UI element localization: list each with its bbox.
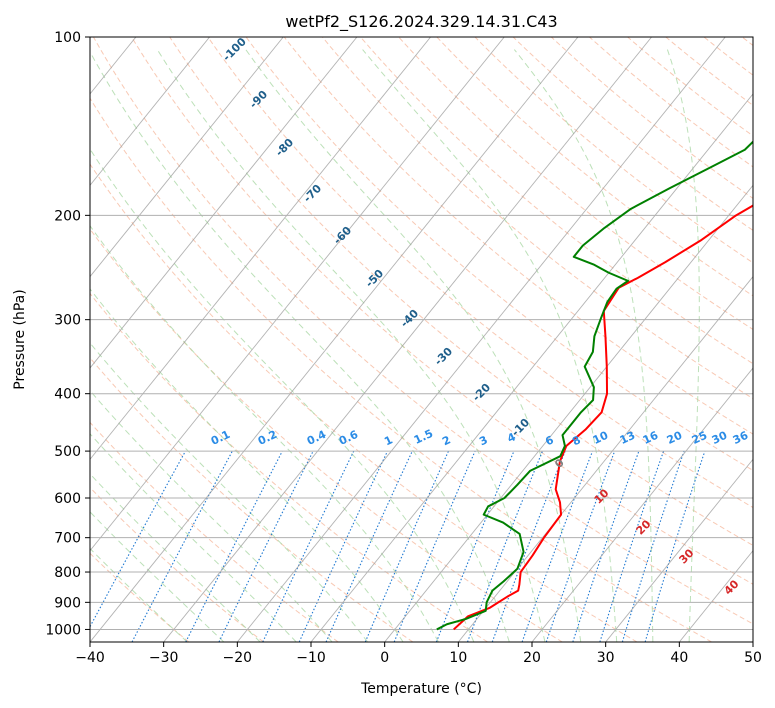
isotherm-line: [236, 37, 726, 642]
moist-adiabat-line: [90, 224, 439, 642]
moist-adiabat-line: [90, 50, 510, 642]
isotherm-line: [310, 93, 753, 642]
y-tick-label: 1000: [45, 622, 81, 638]
moist-adiabat-line: [666, 49, 700, 642]
moist-adiabat-line: [362, 49, 618, 642]
dry-adiabat-line: [90, 357, 414, 642]
x-tick-label: 0: [380, 650, 389, 666]
isotherm-line: [90, 37, 505, 552]
isotherm-line: [90, 37, 431, 461]
mixing-ratio-label: 36: [731, 429, 751, 447]
dry-adiabat-line: [207, 37, 753, 509]
moist-adiabat-line: [90, 342, 369, 642]
y-tick-label: 200: [54, 208, 81, 224]
x-tick-label: 10: [449, 650, 467, 666]
profile-curves: [436, 140, 753, 631]
y-axis-label: Pressure (hPa): [12, 289, 28, 389]
mixing-ratio-label: 16: [641, 429, 661, 447]
dry-adiabat-line: [92, 37, 753, 625]
x-tick-label: 30: [597, 650, 615, 666]
y-tick-label: 400: [54, 387, 81, 403]
dry-adiabat-line: [90, 421, 339, 642]
x-tick-label: 40: [670, 650, 688, 666]
mixing-ratio-line: [185, 450, 283, 642]
x-axis-label: Temperature (°C): [360, 681, 482, 697]
x-tick-label: −40: [75, 650, 105, 666]
moist-adiabat-line: [90, 148, 475, 642]
isotherm-line: [90, 37, 579, 642]
mixing-ratio-line: [393, 450, 476, 642]
plot-frame: [89, 36, 754, 643]
x-tick-label: 20: [523, 650, 541, 666]
x-tick-label: −20: [223, 650, 253, 666]
background-lines: [90, 37, 753, 642]
dry-adiabat-line: [360, 37, 753, 365]
isotherm-line: [90, 37, 210, 187]
isotherm-line: [163, 37, 652, 642]
axes: −40 −30 −20 −10 0 10 20 30 40 50 1000 900 800 700 600 5…: [45, 30, 762, 666]
dry-adiabat-line: [589, 37, 753, 168]
isotherm-line: [90, 37, 284, 278]
dry-adiabat-line: [90, 97, 712, 642]
dry-adiabat-line: [131, 37, 753, 585]
mixing-ratio-line: [466, 450, 544, 642]
isotherm-line: [90, 37, 358, 369]
x-tick-label: 50: [744, 650, 762, 666]
isotherm-line: [384, 184, 753, 642]
mixing-ratio-label: 10: [591, 429, 611, 447]
moist-adiabat-line: [245, 49, 582, 642]
y-tick-label: 100: [54, 30, 81, 46]
dry-adiabat-line: [512, 37, 753, 231]
y-tick-label: 300: [54, 313, 81, 329]
dry-adiabat-line: [321, 37, 753, 400]
dewpoint-line: [436, 140, 753, 631]
mixing-ratio-line: [572, 450, 640, 642]
mixing-ratio-label: 13: [618, 429, 637, 447]
isotherm-line: [605, 458, 753, 642]
isotherm-line: [457, 275, 753, 642]
temperature-line: [453, 204, 753, 631]
moist-adiabat-line: [90, 288, 404, 642]
isotherm-line: [531, 367, 753, 642]
x-tick-label: −30: [149, 650, 179, 666]
mixing-ratio-line: [491, 450, 566, 642]
mixing-ratio-line: [262, 450, 355, 642]
moist-adiabat-line: [90, 389, 333, 642]
moist-adiabat-line: [90, 433, 297, 642]
y-tick-label: 500: [54, 444, 81, 460]
mixing-ratio-line: [218, 450, 314, 642]
mixing-ratio-line: [435, 450, 515, 642]
x-tick-label: −10: [296, 650, 326, 666]
mixing-ratio-label: 25: [690, 429, 709, 447]
mixing-ratio-label: 20: [665, 429, 685, 447]
dry-adiabat-line: [90, 486, 264, 642]
dry-adiabat-line: [436, 37, 753, 297]
mixing-ratio-label: 30: [710, 429, 730, 447]
chart-title: wetPf2_S126.2024.329.14.31.C43: [285, 12, 557, 32]
mixing-ratio-line: [131, 450, 233, 642]
y-tick-label: 900: [54, 595, 81, 611]
y-tick-label: 600: [54, 491, 81, 507]
mixing-ratio-line: [521, 450, 594, 642]
mixing-ratio-line: [298, 450, 389, 642]
dry-adiabat-line: [90, 163, 638, 642]
moist-adiabat-line: [156, 49, 546, 642]
mixing-ratio-line: [545, 450, 616, 642]
y-tick-label: 800: [54, 565, 81, 581]
moist-adiabat-line: [513, 49, 654, 642]
mixing-ratio-line: [90, 450, 186, 628]
y-tick-label: 700: [54, 531, 81, 547]
